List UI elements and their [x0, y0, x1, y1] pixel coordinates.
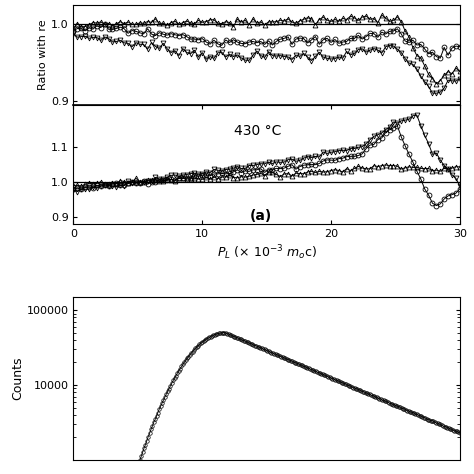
Text: (a): (a) — [250, 210, 272, 223]
Y-axis label: Counts: Counts — [11, 356, 24, 400]
X-axis label: $P_L$ ($\times$ 10$^{-3}$ $m_o$c): $P_L$ ($\times$ 10$^{-3}$ $m_o$c) — [217, 244, 317, 262]
Y-axis label: Ratio with re: Ratio with re — [38, 19, 48, 90]
Text: 430 °C: 430 °C — [235, 124, 282, 137]
